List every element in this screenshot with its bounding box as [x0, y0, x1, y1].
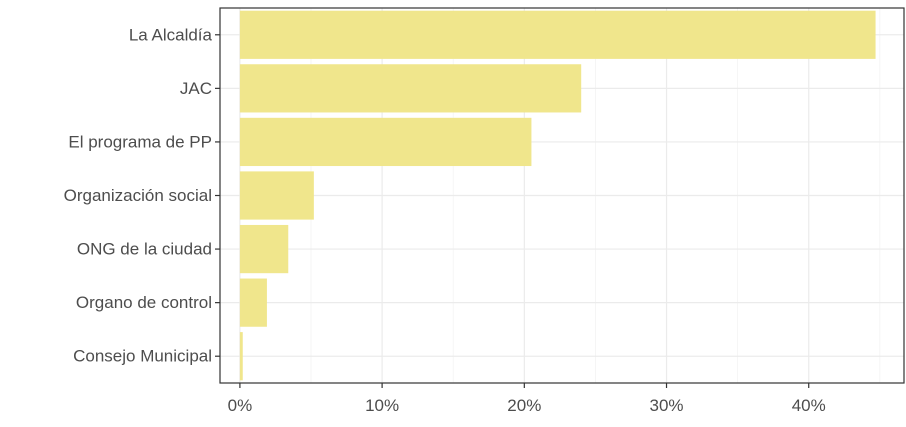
y-tick-label: JAC: [180, 79, 212, 98]
bars: [239, 10, 876, 381]
bar: [239, 10, 876, 59]
y-tick-label: La Alcaldía: [129, 25, 213, 44]
x-tick-label: 40%: [792, 396, 826, 415]
x-tick-label: 30%: [650, 396, 684, 415]
bar: [239, 117, 532, 167]
bar: [239, 224, 289, 274]
x-tick-label: 20%: [507, 396, 541, 415]
y-tick-label: El programa de PP: [68, 132, 212, 151]
x-tick-label: 0%: [228, 396, 253, 415]
y-tick-label: Organo de control: [76, 293, 212, 312]
bar: [239, 64, 582, 113]
bar: [239, 332, 243, 381]
x-axis: 0% 10% 20% 30% 40%: [228, 383, 826, 415]
y-axis: La Alcaldía JAC El programa de PP Organizac…: [64, 25, 220, 366]
y-tick-label: Consejo Municipal: [73, 347, 212, 366]
bar: [239, 171, 314, 220]
x-tick-label: 10%: [365, 396, 399, 415]
y-tick-label: ONG de la ciudad: [77, 240, 212, 259]
bar: [239, 278, 267, 327]
y-tick-label: Organización social: [64, 186, 212, 205]
